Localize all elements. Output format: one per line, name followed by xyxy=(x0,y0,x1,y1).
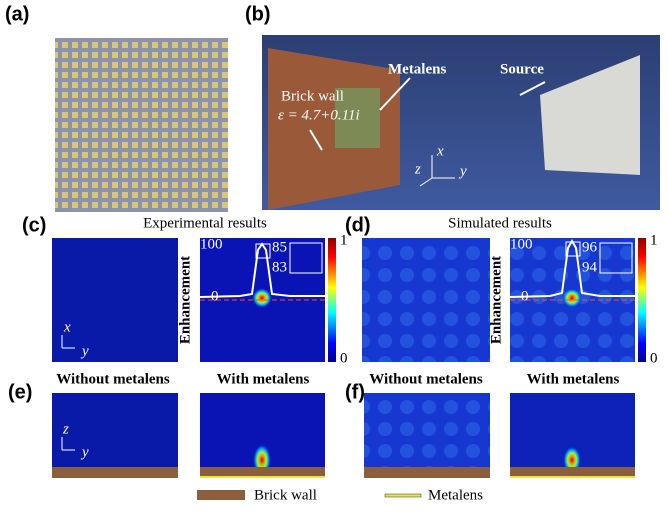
axis-label: y xyxy=(80,444,89,460)
legend-label: Brick wall xyxy=(254,487,317,503)
panel-label: (d) xyxy=(345,214,371,236)
brick-wall xyxy=(52,467,178,478)
axis-label: z xyxy=(62,421,69,437)
panel-e: (e) Without metalens With metalens z y xyxy=(8,371,325,478)
panel-label: (b) xyxy=(245,3,271,25)
legend-label: Metalens xyxy=(428,487,483,503)
peak-label: 85 xyxy=(272,239,287,255)
axis-label: y xyxy=(458,163,467,179)
panel-d: (d) Simulated results Enhancement 100 0 … xyxy=(345,214,658,366)
legend: Brick wall Metalens xyxy=(197,487,483,503)
tick-label: 0 xyxy=(521,288,529,304)
legend-swatch xyxy=(197,490,245,500)
colorbar-label: 0 xyxy=(650,350,658,366)
map-title: Without metalens xyxy=(56,371,170,387)
colorbar-label: 1 xyxy=(650,232,658,248)
colorbar xyxy=(328,238,336,362)
annotation: Brick wall xyxy=(281,88,344,104)
panel-c: (c) Experimental results x y Enhancement… xyxy=(22,214,348,366)
focal-spot xyxy=(252,288,272,308)
tick-label: 100 xyxy=(510,236,533,252)
legend-swatch xyxy=(385,494,421,497)
peak-label: 83 xyxy=(272,259,287,275)
axis-label: z xyxy=(414,161,421,177)
focal-spot xyxy=(562,288,582,308)
y-axis-label: Enhancement xyxy=(488,256,504,344)
colorbar xyxy=(638,238,646,362)
panel-title: Experimental results xyxy=(143,215,267,231)
annotation: Source xyxy=(500,61,544,77)
panel-label: (e) xyxy=(8,381,32,403)
axis-label: x xyxy=(436,143,444,159)
map-title: Without metalens xyxy=(369,371,483,387)
panel-title: Simulated results xyxy=(448,215,552,231)
y-axis-label: Enhancement xyxy=(177,256,193,344)
axis-label: x xyxy=(63,319,71,335)
metalens-photo xyxy=(55,38,228,212)
brick-wall-photo xyxy=(268,48,400,210)
heatmap xyxy=(52,238,178,362)
annotation: Metalens xyxy=(388,61,446,77)
heatmap xyxy=(52,393,178,468)
panel-f: (f) Without metalens With metalens xyxy=(345,371,635,478)
map-title: With metalens xyxy=(217,371,310,387)
heatmap xyxy=(362,238,490,362)
peak-label: 94 xyxy=(582,259,598,275)
map-title: With metalens xyxy=(527,371,620,387)
figure: (a) (b) Brick wall ε = 4.7+0.11i Metalen… xyxy=(0,0,668,512)
tick-label: 0 xyxy=(211,288,219,304)
axis-label: y xyxy=(80,343,89,359)
tick-label: 100 xyxy=(200,236,223,252)
brick-wall xyxy=(364,467,490,478)
panel-a: (a) xyxy=(5,3,228,212)
peak-label: 96 xyxy=(582,239,598,255)
panel-label: (a) xyxy=(5,3,29,25)
colorbar-label: 0 xyxy=(340,350,348,366)
panel-label: (f) xyxy=(345,381,365,403)
annotation: ε = 4.7+0.11i xyxy=(278,107,360,123)
panel-label: (c) xyxy=(22,214,46,236)
heatmap xyxy=(364,393,490,468)
panel-b: (b) Brick wall ε = 4.7+0.11i Metalens So… xyxy=(245,3,660,210)
